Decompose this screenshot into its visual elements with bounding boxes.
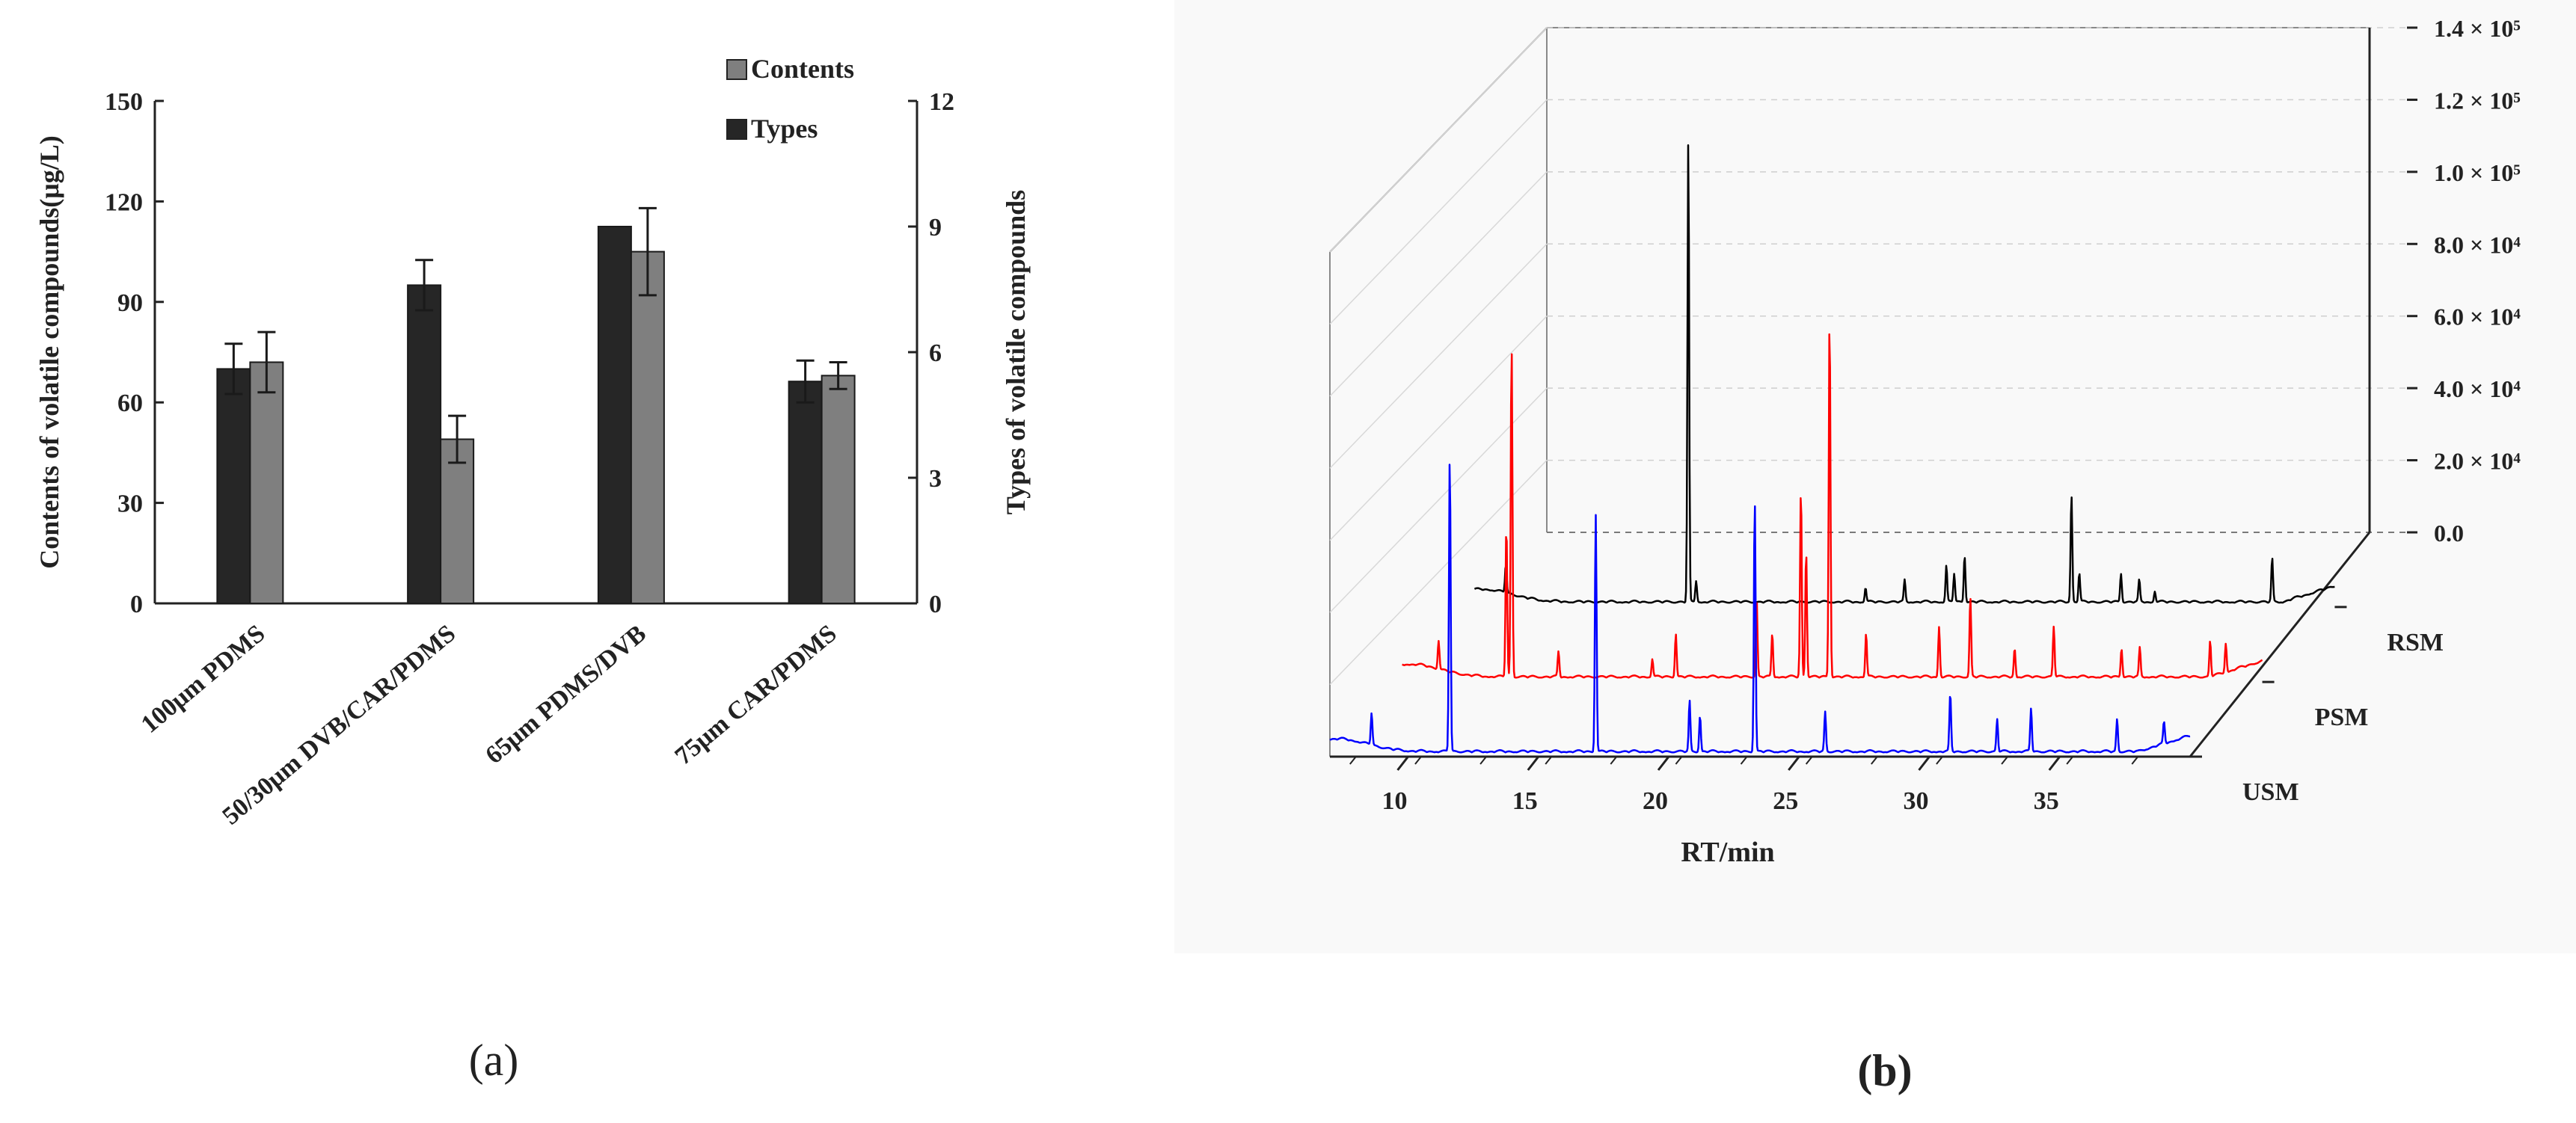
intensity-tick-label: 2.0 × 10⁴: [2434, 448, 2521, 475]
bar-contents: [821, 375, 856, 604]
x-axis-label: RT/min: [1681, 837, 1774, 868]
rt-minor-tick: [1805, 756, 1813, 765]
rt-minor-tick: [1936, 756, 1943, 765]
legend-swatch-contents: [726, 59, 747, 80]
trace-group: [1329, 144, 2335, 754]
gridline: [1329, 27, 1548, 253]
legend-label-types: Types: [751, 114, 818, 144]
rt-minor-tick: [2131, 756, 2139, 765]
left-tick-label: 120: [105, 188, 143, 216]
rt-tick-label: 20: [1643, 787, 1668, 815]
bar-types: [788, 381, 823, 604]
bar-types: [597, 226, 632, 604]
rt-tick-label: 35: [2034, 787, 2059, 815]
intensity-tick-label: 6.0 × 10⁴: [2434, 304, 2521, 330]
right-tick-label: 0: [929, 591, 942, 618]
rt-minor-tick: [2001, 756, 2008, 765]
gridline: [1329, 243, 1548, 469]
legend: Contents Types: [726, 54, 854, 144]
series-label-rsm: RSM: [2387, 629, 2444, 656]
panel-a-bar-chart: Contents Types 0 30 60 90 120 150 0 3 6 9 12 100μ…: [34, 54, 1031, 1085]
plot-background: [1174, 0, 2576, 953]
intensity-tick-label: 4.0 × 10⁴: [2434, 375, 2521, 402]
panel-b-3d-chromatogram: 0.0 2.0 × 10⁴ 4.0 × 10⁴ 6.0 × 10⁴ 8.0 × 10⁴ 1…: [1174, 0, 2576, 1095]
bar-contents: [249, 361, 284, 604]
intensity-tick-label: 1.0 × 10⁵: [2434, 159, 2521, 186]
category-label: 100μm PDMS: [136, 620, 271, 739]
rt-tick-label: 25: [1773, 787, 1798, 815]
rt-tick-label: 10: [1382, 787, 1408, 815]
rt-minor-tick: [1871, 756, 1878, 765]
intensity-tick-label: 0.0: [2434, 520, 2464, 547]
gridline: [1329, 99, 1548, 324]
panel-a-label: (a): [469, 1036, 519, 1085]
rt-tick-mark: [1788, 756, 1800, 771]
rt-minor-tick: [2066, 756, 2073, 765]
left-tick-label: 150: [105, 88, 143, 116]
plot-frame-bottom: [1330, 28, 2371, 758]
left-tick-label: 30: [117, 490, 143, 518]
panel-b-label: (b): [1857, 1046, 1912, 1095]
series-label-group: RSM PSM USM: [2190, 606, 2444, 806]
category-label: 65μm PDMS/DVB: [480, 620, 651, 769]
rt-tick-mark: [2048, 756, 2061, 771]
left-tick-label: 90: [117, 289, 143, 317]
rt-tick-label: 15: [1512, 787, 1538, 815]
bar-types: [216, 368, 251, 604]
right-tick-label: 6: [929, 339, 942, 367]
intensity-tick-group: 0.0 2.0 × 10⁴ 4.0 × 10⁴ 6.0 × 10⁴ 8.0 × 10⁴ 1…: [2407, 15, 2521, 547]
trace-psm: [1402, 333, 2263, 679]
rt-minor-tick: [1479, 756, 1487, 765]
rt-tick-mark: [1918, 756, 1931, 771]
left-tick-label: 0: [130, 591, 143, 618]
intensity-tick-label: 1.2 × 10⁵: [2434, 87, 2521, 114]
right-tick-label: 9: [929, 214, 942, 241]
bar-group: [216, 206, 856, 604]
series-label-usm: USM: [2242, 778, 2299, 806]
left-tick-label: 60: [117, 390, 143, 417]
category-label: 75μm CAR/PDMS: [670, 620, 842, 771]
rt-minor-tick: [1545, 756, 1552, 765]
rt-minor-tick: [1414, 756, 1422, 765]
legend-swatch-types: [726, 119, 747, 140]
bar-contents: [630, 250, 665, 604]
rt-minor-tick: [1675, 756, 1683, 765]
legend-label-contents: Contents: [751, 54, 854, 84]
y-axis-label-right: Types of volatile compounds: [1001, 190, 1031, 514]
trace-usm: [1329, 464, 2191, 754]
rt-tick-label: 30: [1904, 787, 1929, 815]
gridline: [1329, 316, 1548, 541]
rt-tick-mark: [1657, 756, 1670, 771]
series-label-psm: PSM: [2315, 704, 2369, 731]
trace-rsm: [1473, 144, 2335, 604]
intensity-tick-label: 8.0 × 10⁴: [2434, 231, 2521, 258]
rt-minor-tick: [1610, 756, 1618, 765]
bar-types: [407, 284, 442, 604]
rt-tick-group: 10 15 20 25 30 35: [1349, 756, 2139, 815]
right-tick-label: 12: [929, 88, 954, 116]
bar-contents: [440, 438, 475, 604]
rt-tick-mark: [1527, 756, 1539, 771]
intensity-tick-label: 1.4 × 10⁵: [2434, 15, 2521, 42]
rt-minor-tick: [1349, 756, 1357, 765]
y-axis-label-left: Contents of volatile compounds(μg/L): [34, 135, 64, 568]
rt-minor-tick: [1740, 756, 1748, 765]
gridline: [1329, 171, 1548, 397]
right-tick-group: 0 3 6 9 12: [908, 88, 954, 618]
left-tick-group: 0 30 60 90 120 150: [105, 88, 164, 618]
rt-tick-mark: [1396, 756, 1409, 771]
right-tick-label: 3: [929, 465, 942, 493]
